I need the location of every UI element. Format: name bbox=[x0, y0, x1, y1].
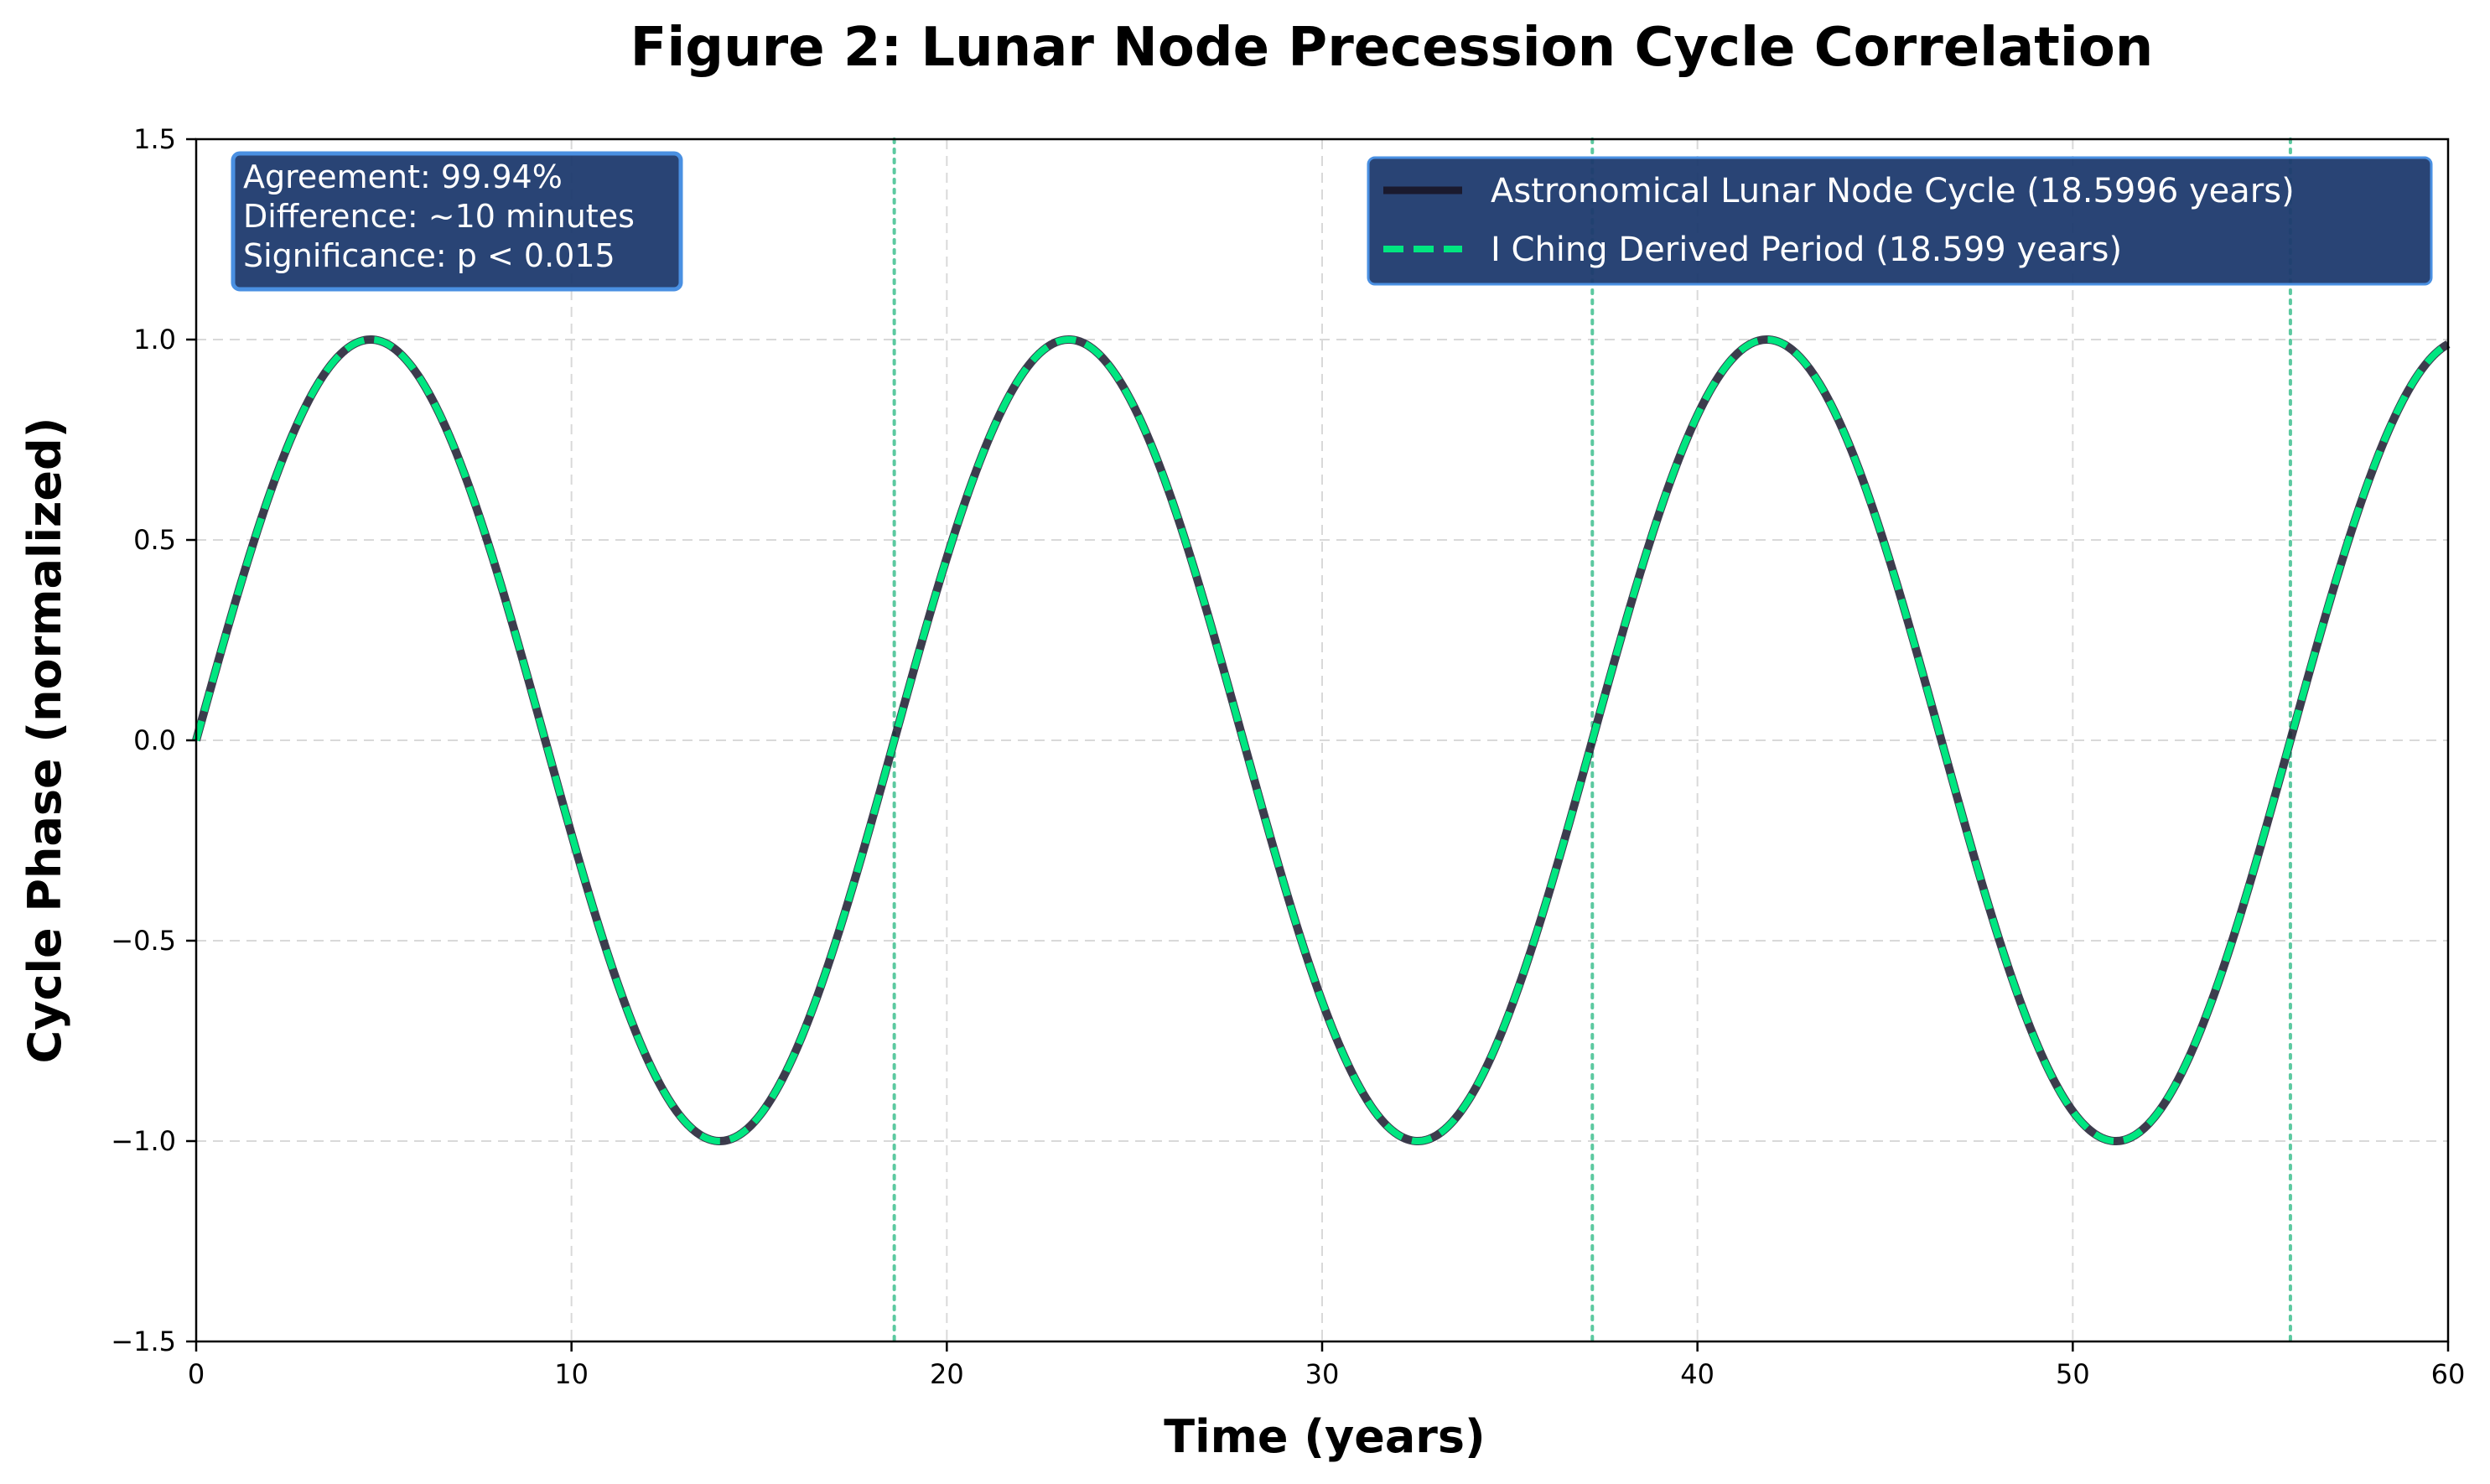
annotation-line-1: Agreement: 99.94% bbox=[243, 158, 563, 195]
legend: Astronomical Lunar Node Cycle (18.5996 y… bbox=[1367, 156, 2433, 286]
chart-title: Figure 2: Lunar Node Precession Cycle Co… bbox=[630, 17, 2154, 79]
y-tick-label: −0.5 bbox=[111, 925, 176, 957]
y-axis-title: Cycle Phase (normalized) bbox=[18, 418, 71, 1064]
annotation-background bbox=[231, 151, 683, 292]
y-tick-label: −1.5 bbox=[111, 1326, 176, 1357]
legend-label-2: I Ching Derived Period (18.599 years) bbox=[1491, 231, 2122, 269]
grid bbox=[196, 139, 2448, 1341]
y-tick-label: 0.0 bbox=[133, 724, 176, 756]
annotation-line-3: Significance: p < 0.015 bbox=[243, 237, 615, 274]
axis-ticks: 0 10 20 30 40 50 60 −1.5 −1.0 −0.5 0.0 0.5 1.0 1.5 bbox=[111, 123, 2465, 1390]
legend-label-1: Astronomical Lunar Node Cycle (18.5996 y… bbox=[1491, 172, 2295, 210]
series-lines bbox=[192, 335, 2451, 1145]
y-tick-label: 1.5 bbox=[133, 123, 176, 155]
x-tick-label: 0 bbox=[188, 1358, 205, 1390]
annotation-box: Agreement: 99.94%Difference: ~10 minutes… bbox=[231, 151, 683, 292]
x-tick-label: 50 bbox=[2056, 1358, 2090, 1390]
y-tick-label: −1.0 bbox=[111, 1125, 176, 1157]
x-axis-title: Time (years) bbox=[1164, 1410, 1485, 1463]
legend-background bbox=[1367, 156, 2433, 286]
x-tick-label: 40 bbox=[1680, 1358, 1714, 1390]
vertical-markers bbox=[892, 138, 2292, 1343]
x-tick-label: 60 bbox=[2431, 1358, 2466, 1390]
series-line-2 bbox=[193, 336, 2451, 1144]
y-tick-label: 0.5 bbox=[133, 524, 176, 556]
y-tick-label: 1.0 bbox=[133, 324, 176, 355]
x-tick-label: 30 bbox=[1305, 1358, 1340, 1390]
x-tick-label: 20 bbox=[930, 1358, 964, 1390]
annotation-line-2: Difference: ~10 minutes bbox=[243, 198, 635, 235]
x-tick-label: 10 bbox=[554, 1358, 589, 1390]
